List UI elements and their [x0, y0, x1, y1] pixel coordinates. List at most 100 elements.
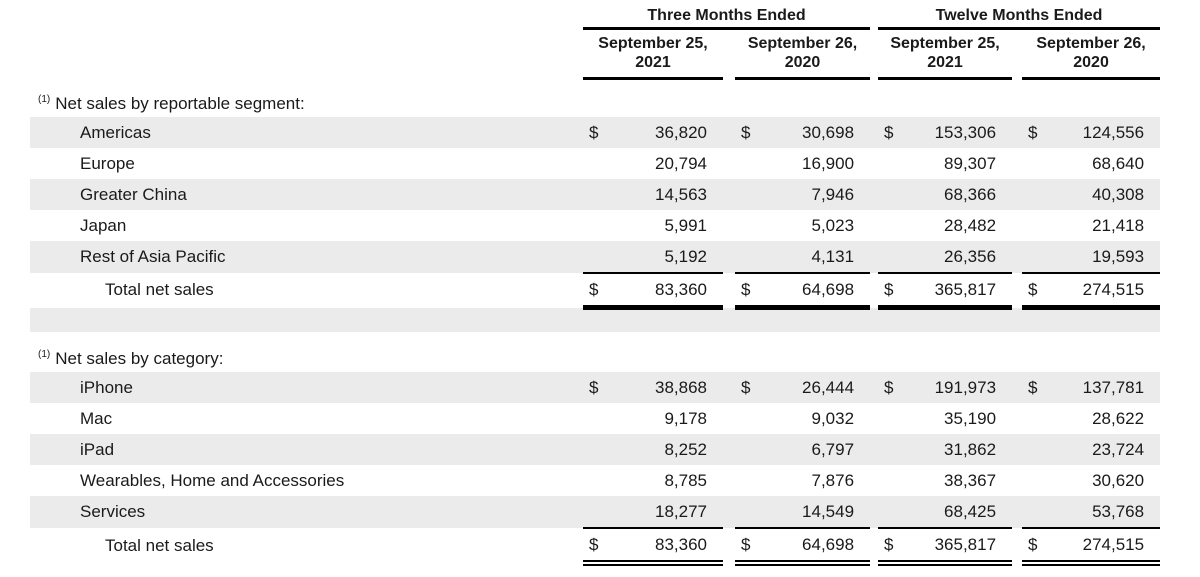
value-cell: 137,781 — [1048, 372, 1161, 404]
period-header-row: Three Months Ended Twelve Months Ended — [30, 4, 1161, 30]
value-cell: 5,991 — [664, 215, 707, 235]
value-cell: 89,307 — [944, 153, 997, 173]
value-cell: 28,622 — [1092, 408, 1145, 428]
value-cell: 23,724 — [1048, 434, 1161, 466]
value-cell: 8,785 — [664, 470, 707, 490]
total-row: Total net sales $ 83,360 $ 64,698 $ 365,… — [30, 528, 1161, 567]
table-row: Services 18,277 14,549 68,425 53,768 — [30, 496, 1161, 530]
value-cell: 68,366 — [904, 179, 1013, 211]
section-heading-text: Net sales by category: — [55, 348, 224, 368]
table-row: Greater China 14,563 7,946 68,366 40,308 — [30, 179, 1161, 211]
value-cell: 274,515 — [1048, 528, 1161, 567]
value-cell: 53,768 — [1048, 496, 1161, 530]
dollar-sign: $ — [1022, 273, 1049, 311]
value-cell: 21,418 — [1092, 215, 1145, 235]
value-cell: 14,563 — [609, 179, 723, 211]
section-heading: (1) Net sales by category: — [30, 345, 1160, 372]
dollar-sign: $ — [878, 372, 905, 404]
table-row: Americas $ 36,820 $ 30,698 $ 153,306 $ 1… — [30, 117, 1161, 149]
value-cell: 30,620 — [1092, 470, 1145, 490]
table-row: Mac 9,178 9,032 35,190 28,622 — [30, 403, 1160, 434]
value-cell: 9,178 — [664, 408, 707, 428]
value-cell: 40,308 — [1048, 179, 1161, 211]
spacer-row — [30, 79, 1160, 91]
value-cell: 26,444 — [761, 372, 871, 404]
value-cell: 20,794 — [655, 153, 707, 173]
value-cell: 64,698 — [761, 528, 871, 567]
spacer-row — [30, 307, 1161, 333]
dollar-sign: $ — [878, 117, 905, 149]
row-label: Rest of Asia Pacific — [30, 241, 583, 274]
value-cell: 26,356 — [904, 241, 1013, 275]
dollar-sign: $ — [583, 372, 609, 404]
value-cell: 68,640 — [1092, 153, 1145, 173]
value-cell: 365,817 — [904, 273, 1013, 311]
dollar-sign: $ — [583, 117, 609, 149]
value-cell: 8,252 — [609, 434, 723, 466]
value-cell: 38,367 — [944, 470, 997, 490]
value-cell: 28,482 — [944, 215, 997, 235]
value-cell: 68,425 — [904, 496, 1013, 530]
value-cell: 274,515 — [1048, 273, 1161, 311]
value-cell: 191,973 — [904, 372, 1013, 404]
dollar-sign: $ — [735, 372, 761, 404]
period-header-twelve-months: Twelve Months Ended — [878, 4, 1161, 30]
footnote-marker: (1) — [38, 94, 51, 106]
table-row: iPad 8,252 6,797 31,862 23,724 — [30, 434, 1161, 466]
section-heading: (1) Net sales by reportable segment: — [30, 90, 1160, 117]
value-cell: 16,900 — [802, 153, 855, 173]
value-cell: 64,698 — [761, 273, 871, 311]
dollar-sign: $ — [735, 117, 761, 149]
table-row: Europe 20,794 16,900 89,307 68,640 — [30, 148, 1160, 179]
table-row: iPhone $ 38,868 $ 26,444 $ 191,973 $ 137… — [30, 372, 1161, 404]
section-heading-row: (1) Net sales by reportable segment: — [30, 90, 1160, 117]
value-cell: 124,556 — [1048, 117, 1161, 149]
value-cell: 35,190 — [944, 408, 997, 428]
row-label: Americas — [30, 117, 583, 149]
dollar-sign: $ — [1022, 372, 1049, 404]
row-label: iPad — [30, 434, 583, 466]
value-cell: 7,946 — [761, 179, 871, 211]
value-cell: 5,023 — [811, 215, 855, 235]
row-label: Services — [30, 496, 583, 529]
footnote-marker: (1) — [38, 349, 51, 361]
value-cell: 5,192 — [609, 241, 723, 275]
column-date-header: September 26, 2020 — [1022, 28, 1161, 81]
table-row: Wearables, Home and Accessories 8,785 7,… — [30, 465, 1160, 496]
dollar-sign: $ — [1022, 117, 1049, 149]
value-cell: 38,868 — [609, 372, 723, 404]
row-label: Europe — [80, 153, 135, 173]
row-label: Japan — [80, 215, 127, 235]
date-header-row: September 25, 2021 September 26, 2020 Se… — [30, 28, 1161, 81]
value-cell: 30,698 — [761, 117, 871, 149]
total-label: Total net sales — [105, 535, 214, 555]
dollar-sign: $ — [878, 273, 905, 311]
value-cell: 6,797 — [761, 434, 871, 466]
row-label: Mac — [80, 408, 113, 428]
value-cell: 83,360 — [609, 528, 723, 567]
row-label: Wearables, Home and Accessories — [80, 470, 345, 490]
spacer-row — [30, 332, 1160, 345]
section-heading-row: (1) Net sales by category: — [30, 345, 1160, 372]
value-cell: 83,360 — [609, 273, 723, 311]
value-cell: 19,593 — [1048, 241, 1161, 275]
value-cell: 18,277 — [609, 496, 723, 530]
value-cell: 7,876 — [811, 470, 855, 490]
dollar-sign: $ — [735, 528, 761, 567]
row-label: Greater China — [30, 179, 583, 211]
column-date-header: September 25, 2021 — [878, 28, 1013, 81]
dollar-sign: $ — [583, 273, 609, 311]
column-date-header: September 26, 2020 — [735, 28, 871, 81]
table-row: Rest of Asia Pacific 5,192 4,131 26,356 … — [30, 241, 1161, 275]
value-cell: 9,032 — [811, 408, 855, 428]
value-cell: 153,306 — [904, 117, 1013, 149]
row-label: iPhone — [30, 372, 583, 404]
value-cell: 4,131 — [761, 241, 871, 275]
dollar-sign: $ — [735, 273, 761, 311]
total-row: Total net sales $ 83,360 $ 64,698 $ 365,… — [30, 273, 1161, 311]
value-cell: 14,549 — [761, 496, 871, 530]
total-label: Total net sales — [105, 280, 214, 300]
dollar-sign: $ — [878, 528, 905, 567]
value-cell: 365,817 — [904, 528, 1013, 567]
section-heading-text: Net sales by reportable segment: — [55, 93, 305, 113]
